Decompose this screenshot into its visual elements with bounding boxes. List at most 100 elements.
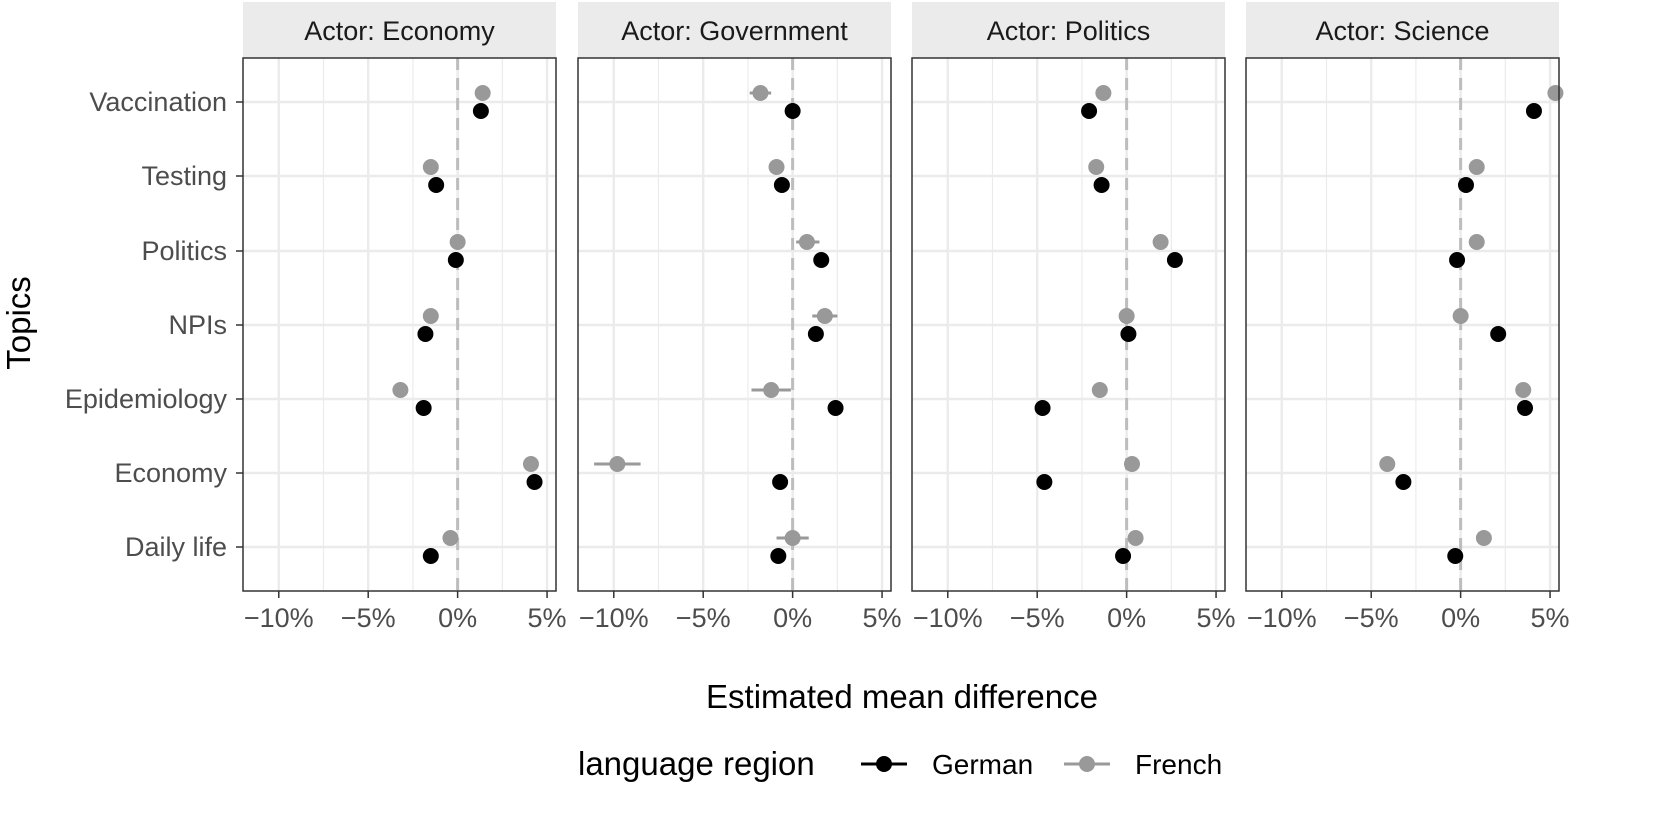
facet-title: Actor: Economy [304, 16, 495, 46]
data-point [1152, 234, 1169, 250]
data-point [422, 159, 439, 175]
data-point [1449, 252, 1466, 268]
y-tick-label: Epidemiology [65, 384, 228, 414]
data-point [1166, 252, 1183, 268]
data-point [772, 474, 789, 490]
y-axis: Vaccination Testing Politics NPIs Epidemiolo… [65, 87, 243, 562]
data-point [1034, 400, 1051, 416]
facet-panels: Actor: Economy−10% −5% 0% 5%Actor: Governme… [242, 2, 1570, 633]
facet-strip [578, 2, 891, 58]
data-point [773, 177, 790, 193]
data-point [1081, 103, 1098, 119]
y-axis-title: Topics [0, 276, 37, 370]
data-point [763, 382, 780, 398]
x-tick-label: 0% [773, 603, 812, 633]
facet-panel: Actor: Economy −10% −5% 0% 5% [242, 2, 567, 633]
data-point [1091, 382, 1108, 398]
data-point [417, 326, 434, 342]
x-tick-label: −5% [1344, 603, 1399, 633]
x-tick-label: −10% [579, 603, 649, 633]
y-tick-label: Vaccination [89, 87, 227, 117]
data-point [474, 85, 491, 101]
legend-label: French [1135, 749, 1222, 780]
x-tick-label: −5% [676, 603, 731, 633]
data-point [472, 103, 489, 119]
y-tick-label: Daily life [125, 532, 227, 562]
y-tick-label: Economy [114, 458, 227, 488]
data-point [428, 177, 445, 193]
data-point [447, 252, 464, 268]
facet-title: Actor: Politics [987, 16, 1151, 46]
data-point [1515, 382, 1532, 398]
data-point [449, 234, 466, 250]
facet-strip [243, 2, 556, 58]
x-tick-label: 0% [1107, 603, 1146, 633]
legend-key-point [876, 756, 892, 772]
data-point [609, 456, 626, 472]
data-point [1395, 474, 1412, 490]
x-tick-label: 0% [1441, 603, 1480, 633]
x-tick-label: 5% [1197, 603, 1236, 633]
x-tick-label: 0% [438, 603, 477, 633]
panel-border [577, 57, 892, 592]
y-tick-label: NPIs [168, 310, 227, 340]
facet-panel: Actor: Science −10% −5% 0% 5% [1245, 2, 1570, 633]
data-point [784, 103, 801, 119]
legend-key-point [1079, 756, 1095, 772]
data-point [1095, 85, 1112, 101]
x-axis-title: Estimated mean difference [706, 678, 1098, 715]
facet-title: Actor: Science [1315, 16, 1489, 46]
data-point [1457, 177, 1474, 193]
data-point [752, 85, 769, 101]
data-point [816, 308, 833, 324]
data-point [1088, 159, 1105, 175]
facet-panel: Actor: Politics −10% −5% 0% 5% [911, 2, 1236, 633]
legend: language region German French [578, 745, 1222, 782]
data-point [1127, 530, 1144, 546]
data-point [522, 456, 539, 472]
data-point [1447, 548, 1464, 564]
panel-border [911, 57, 1226, 592]
data-point [1468, 234, 1485, 250]
data-point [442, 530, 459, 546]
data-point [1120, 326, 1137, 342]
data-point [415, 400, 432, 416]
data-point [526, 474, 543, 490]
facet-panel: Actor: Government −10% −5% 0% 5% [577, 2, 902, 633]
x-tick-label: −10% [913, 603, 983, 633]
data-point [798, 234, 815, 250]
facet-strip [912, 2, 1225, 58]
facet-strip [1246, 2, 1559, 58]
data-point [1118, 308, 1135, 324]
data-point [422, 548, 439, 564]
panel-border [1245, 57, 1560, 592]
x-tick-label: −5% [341, 603, 396, 633]
data-point [1547, 85, 1564, 101]
y-tick-label: Testing [141, 161, 227, 191]
x-tick-label: 5% [528, 603, 567, 633]
data-point [1468, 159, 1485, 175]
data-point [813, 252, 830, 268]
x-tick-label: 5% [863, 603, 902, 633]
data-point [1517, 400, 1534, 416]
data-point [768, 159, 785, 175]
data-point [827, 400, 844, 416]
x-tick-label: −10% [244, 603, 314, 633]
data-point [422, 308, 439, 324]
legend-label: German [932, 749, 1033, 780]
data-point [807, 326, 824, 342]
data-point [1115, 548, 1132, 564]
data-point [1490, 326, 1507, 342]
data-point [1379, 456, 1396, 472]
data-point [392, 382, 409, 398]
x-tick-label: −5% [1010, 603, 1065, 633]
legend-title: language region [578, 745, 815, 782]
x-tick-label: −10% [1247, 603, 1317, 633]
data-point [1036, 474, 1053, 490]
data-point [784, 530, 801, 546]
data-point [770, 548, 787, 564]
y-tick-label: Politics [141, 236, 227, 266]
data-point [1093, 177, 1110, 193]
x-tick-label: 5% [1531, 603, 1570, 633]
